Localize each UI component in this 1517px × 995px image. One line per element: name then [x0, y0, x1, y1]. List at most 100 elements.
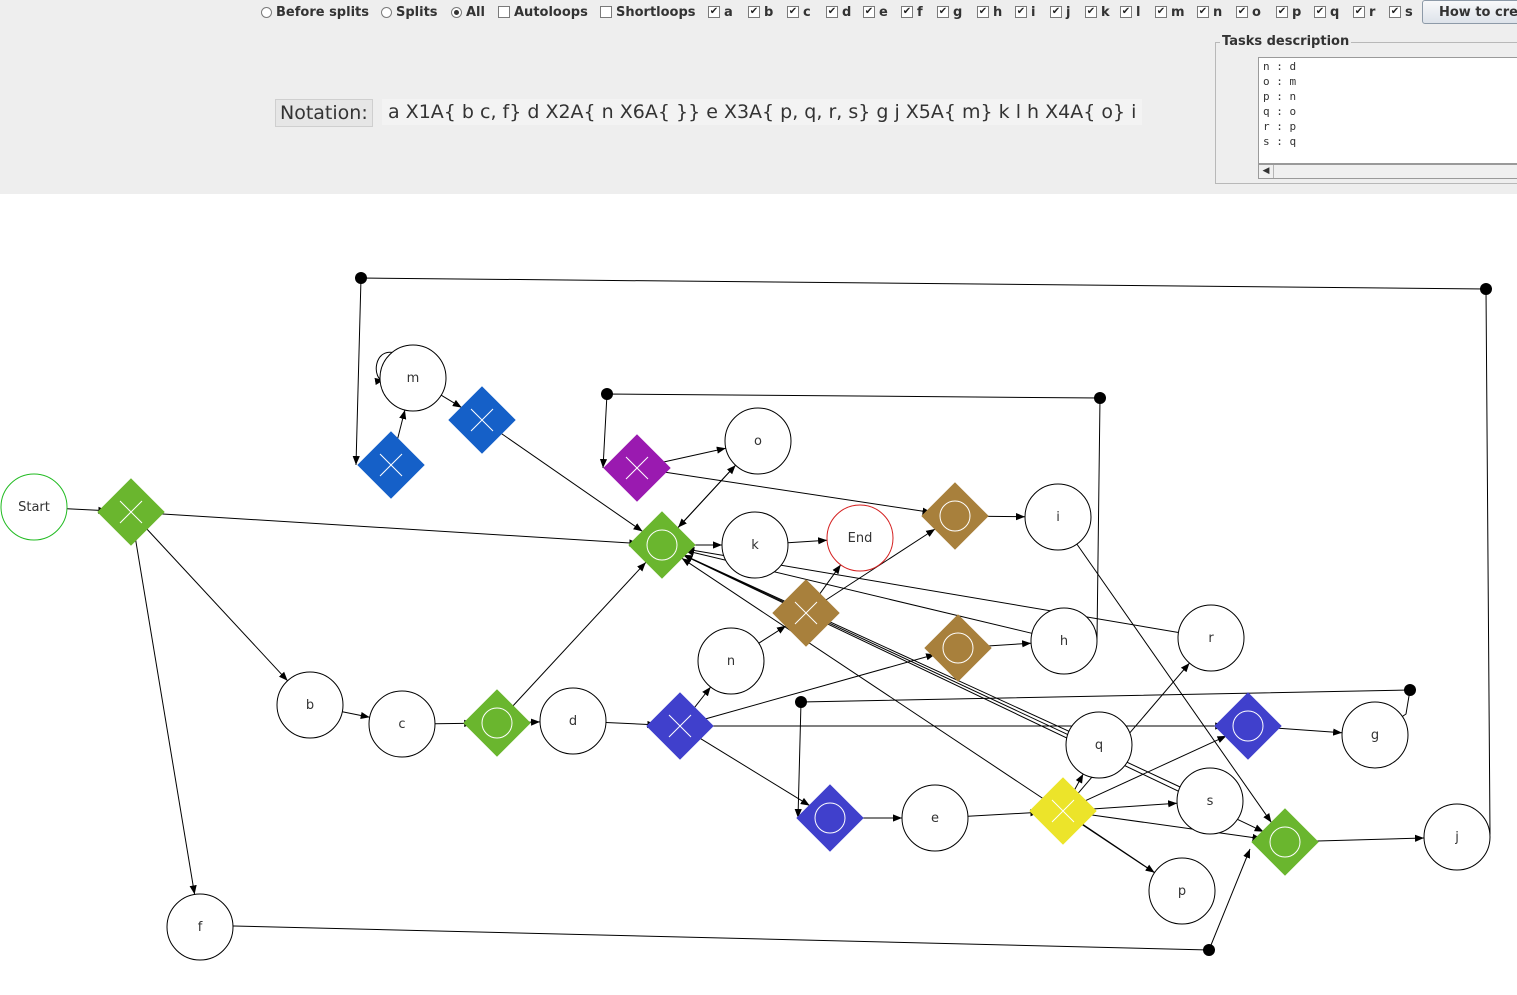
task-circle[interactable] — [276, 671, 344, 739]
checkbox-c[interactable]: ✔ c — [787, 3, 811, 21]
checkbox-icon[interactable]: ✔ — [748, 6, 760, 18]
checkbox-icon[interactable] — [498, 6, 510, 18]
task-b[interactable]: b — [276, 671, 344, 739]
gateway-gw12[interactable] — [796, 784, 864, 852]
gateway-diamond[interactable] — [921, 482, 989, 550]
task-circle[interactable] — [1176, 767, 1244, 835]
task-circle[interactable] — [724, 407, 792, 475]
checkbox-k[interactable]: ✔ k — [1085, 3, 1110, 21]
scroll-left-icon[interactable]: ◀ — [1259, 165, 1274, 178]
task-circle[interactable] — [1024, 483, 1092, 551]
gateway-gw4[interactable] — [603, 434, 671, 502]
checkbox-icon[interactable]: ✔ — [1314, 6, 1326, 18]
gateway-gw7[interactable] — [772, 579, 840, 647]
gateway-gw3[interactable] — [448, 386, 516, 454]
task-circle[interactable] — [1423, 803, 1491, 871]
checkbox-icon[interactable]: ✔ — [826, 6, 838, 18]
task-circle[interactable] — [1030, 607, 1098, 675]
checkbox-icon[interactable]: ✔ — [1120, 6, 1132, 18]
task-d[interactable]: d — [539, 687, 607, 755]
radio-icon[interactable] — [381, 6, 392, 18]
checkbox-i[interactable]: ✔ i — [1015, 3, 1035, 21]
task-h[interactable]: h — [1030, 607, 1098, 675]
task-circle[interactable] — [1177, 604, 1245, 672]
checkbox-n[interactable]: ✔ n — [1197, 3, 1222, 21]
task-g[interactable]: g — [1341, 701, 1409, 769]
checkbox-d[interactable]: ✔ d — [826, 3, 851, 21]
task-circle[interactable] — [1065, 711, 1133, 779]
gateway-diamond[interactable] — [796, 784, 864, 852]
start-event[interactable]: Start — [0, 473, 68, 541]
task-c[interactable]: c — [368, 690, 436, 758]
gateway-diamond[interactable] — [628, 511, 696, 579]
gateway-gw2[interactable] — [357, 431, 425, 499]
checkbox-r[interactable]: ✔ r — [1353, 3, 1375, 21]
checkbox-j[interactable]: ✔ j — [1050, 3, 1070, 21]
gateway-diamond[interactable] — [1214, 692, 1282, 760]
gateway-diamond[interactable] — [463, 689, 531, 757]
checkbox-m[interactable]: ✔ m — [1155, 3, 1185, 21]
checkbox-g[interactable]: ✔ g — [937, 3, 962, 21]
radio-all[interactable]: All — [451, 3, 485, 21]
task-m[interactable]: m — [379, 344, 447, 412]
checkbox-icon[interactable]: ✔ — [1085, 6, 1097, 18]
checkbox-icon[interactable]: ✔ — [708, 6, 720, 18]
checkbox-autoloops[interactable]: Autoloops — [498, 3, 588, 21]
task-j[interactable]: j — [1423, 803, 1491, 871]
checkbox-icon[interactable] — [600, 6, 612, 18]
checkbox-icon[interactable]: ✔ — [1155, 6, 1167, 18]
checkbox-e[interactable]: ✔ e — [863, 3, 888, 21]
horizontal-scrollbar[interactable]: ◀ — [1258, 164, 1517, 179]
checkbox-icon[interactable]: ✔ — [977, 6, 989, 18]
checkbox-f[interactable]: ✔ f — [901, 3, 923, 21]
task-e[interactable]: e — [901, 784, 969, 852]
radio-icon[interactable] — [261, 6, 272, 18]
checkbox-shortloops[interactable]: Shortloops — [600, 3, 696, 21]
checkbox-s[interactable]: ✔ s — [1389, 3, 1413, 21]
task-circle[interactable] — [1341, 701, 1409, 769]
task-circle[interactable] — [721, 511, 789, 579]
gateway-gw11[interactable] — [1214, 692, 1282, 760]
event-circle[interactable] — [826, 504, 894, 572]
checkbox-p[interactable]: ✔ p — [1276, 3, 1301, 21]
checkbox-icon[interactable]: ✔ — [1276, 6, 1288, 18]
gateway-gw10[interactable] — [646, 692, 714, 760]
checkbox-icon[interactable]: ✔ — [787, 6, 799, 18]
task-circle[interactable] — [697, 627, 765, 695]
checkbox-icon[interactable]: ✔ — [1236, 6, 1248, 18]
task-circle[interactable] — [901, 784, 969, 852]
task-p[interactable]: p — [1148, 857, 1216, 925]
checkbox-icon[interactable]: ✔ — [937, 6, 949, 18]
gateway-gw14[interactable] — [1251, 808, 1319, 876]
checkbox-icon[interactable]: ✔ — [1353, 6, 1365, 18]
task-o[interactable]: o — [724, 407, 792, 475]
how-to-create-button[interactable]: How to cre — [1422, 0, 1517, 24]
radio-icon[interactable] — [451, 6, 462, 18]
gateway-gw9[interactable] — [463, 689, 531, 757]
task-circle[interactable] — [379, 344, 447, 412]
checkbox-o[interactable]: ✔ o — [1236, 3, 1261, 21]
task-circle[interactable] — [368, 690, 436, 758]
checkbox-q[interactable]: ✔ q — [1314, 3, 1339, 21]
checkbox-a[interactable]: ✔ a — [708, 3, 733, 21]
checkbox-icon[interactable]: ✔ — [1050, 6, 1062, 18]
notation-field[interactable]: a X1A{ b c, f} d X2A{ n X6A{ }} e X3A{ p… — [382, 99, 1143, 125]
checkbox-h[interactable]: ✔ h — [977, 3, 1002, 21]
tasks-description-textarea[interactable]: n : d o : m p : n q : o r : p s : q — [1258, 57, 1517, 164]
end-event[interactable]: End — [826, 504, 894, 572]
gateway-gw1[interactable] — [97, 478, 165, 546]
task-circle[interactable] — [539, 687, 607, 755]
radio-before-splits[interactable]: Before splits — [261, 3, 369, 21]
checkbox-icon[interactable]: ✔ — [1015, 6, 1027, 18]
gateway-diamond[interactable] — [1251, 808, 1319, 876]
task-n[interactable]: n — [697, 627, 765, 695]
checkbox-icon[interactable]: ✔ — [1197, 6, 1209, 18]
radio-splits[interactable]: Splits — [381, 3, 438, 21]
checkbox-icon[interactable]: ✔ — [901, 6, 913, 18]
task-k[interactable]: k — [721, 511, 789, 579]
gateway-gw13[interactable] — [1029, 777, 1097, 845]
gateway-diamond[interactable] — [924, 614, 992, 682]
task-r[interactable]: r — [1177, 604, 1245, 672]
task-circle[interactable] — [166, 893, 234, 961]
task-f[interactable]: f — [166, 893, 234, 961]
